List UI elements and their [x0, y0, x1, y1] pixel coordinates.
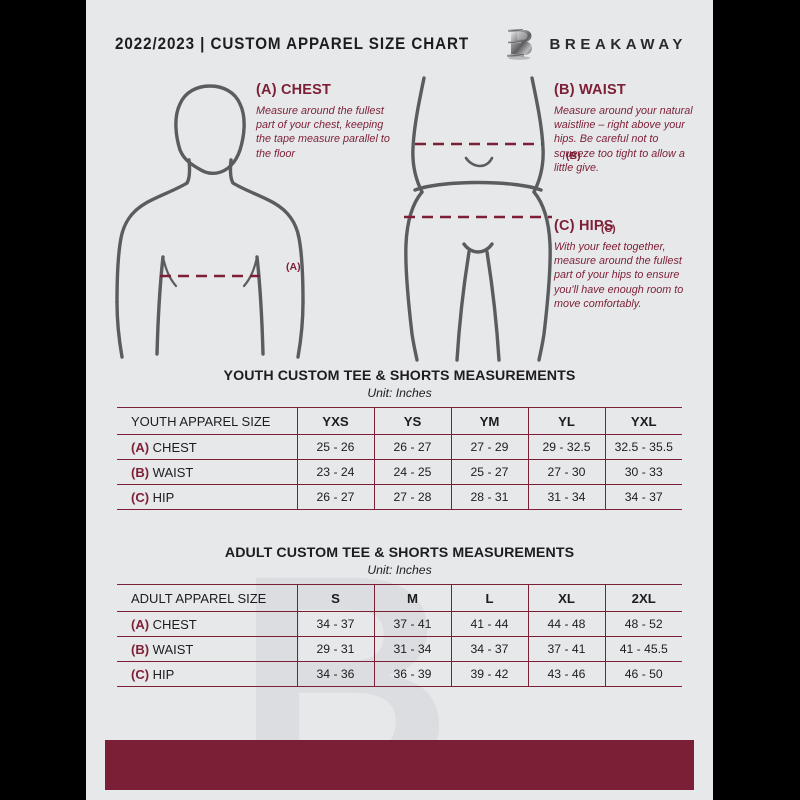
callout-hips: (C) HIPS With your feet together, measur… — [554, 218, 696, 311]
adult-size-table: ADULT APPAREL SIZE S M L XL 2XL (A) CHES… — [117, 584, 682, 687]
adult-chest-l: 41 - 44 — [451, 611, 529, 637]
adult-table-unit: Unit: Inches — [367, 563, 432, 577]
youth-hip-ym: 28 - 31 — [451, 484, 529, 510]
adult-hip-xl: 43 - 46 — [528, 661, 606, 687]
youth-row-hip-label: (C) HIP — [117, 484, 298, 510]
callout-hips-body: With your feet together, measure around … — [554, 241, 684, 310]
callout-waist-body: Measure around your natural waistline – … — [554, 105, 693, 174]
adult-size-label: ADULT APPAREL SIZE — [117, 584, 298, 612]
row-tag-c: (C) — [131, 489, 150, 505]
adult-size-col-4: 2XL — [605, 584, 682, 612]
table-row: (B) WAIST 23 - 24 24 - 25 25 - 27 27 - 3… — [117, 459, 682, 485]
callout-chest: (A) CHEST Measure around the fullest par… — [256, 82, 396, 161]
table-row: (B) WAIST 29 - 31 31 - 34 34 - 37 37 - 4… — [117, 636, 682, 662]
footer-accent-bar — [105, 740, 694, 790]
youth-chest-yl: 29 - 32.5 — [528, 434, 606, 460]
callout-hips-heading: (C) HIPS — [554, 218, 614, 234]
adult-row-chest-label: (A) CHEST — [117, 611, 298, 637]
youth-size-section: YOUTH CUSTOM TEE & SHORTS MEASUREMENTS U… — [86, 368, 713, 510]
adult-hip-2xl: 46 - 50 — [605, 661, 682, 687]
youth-chest-ys: 26 - 27 — [374, 434, 452, 460]
brand-lockup: BREAKAWAY — [505, 26, 687, 62]
adult-chest-m: 37 - 41 — [374, 611, 452, 637]
youth-table-unit: Unit: Inches — [367, 386, 432, 400]
table-header-row: YOUTH APPAREL SIZE YXS YS YM YL YXL — [117, 407, 682, 435]
table-row: (C) HIP 34 - 36 36 - 39 39 - 42 43 - 46 … — [117, 661, 682, 687]
measurement-illustrations: (A) (B) (C) (A) CHEST Measure around the… — [86, 72, 713, 362]
row-name-waist: WAIST — [152, 464, 194, 480]
youth-waist-ym: 25 - 27 — [451, 459, 529, 485]
adult-table-title: ADULT CUSTOM TEE & SHORTS MEASUREMENTS — [224, 545, 575, 561]
adult-hip-m: 36 - 39 — [374, 661, 452, 687]
page-title: 2022/2023 | CUSTOM APPAREL SIZE CHART — [115, 34, 470, 53]
youth-chest-yxl: 32.5 - 35.5 — [605, 434, 682, 460]
youth-hip-yxs: 26 - 27 — [297, 484, 375, 510]
youth-row-waist-label: (B) WAIST — [117, 459, 298, 485]
row-tag-b: (B) — [131, 641, 150, 657]
hips-dim-label: (C) — [601, 223, 616, 235]
adult-hip-l: 39 - 42 — [451, 661, 529, 687]
adult-size-col-1: M — [374, 584, 452, 612]
adult-waist-l: 34 - 37 — [451, 636, 529, 662]
navel-mark-icon — [464, 156, 494, 168]
adult-size-col-0: S — [297, 584, 375, 612]
youth-size-col-2: YM — [451, 407, 529, 435]
front-torso-outline-icon — [115, 84, 305, 359]
row-tag-a: (A) — [131, 616, 150, 632]
adult-chest-xl: 44 - 48 — [528, 611, 606, 637]
row-name-chest: CHEST — [152, 439, 197, 455]
youth-size-col-1: YS — [374, 407, 452, 435]
adult-hip-s: 34 - 36 — [297, 661, 375, 687]
row-tag-c: (C) — [131, 666, 150, 682]
callout-waist-heading: (B) WAIST — [554, 82, 626, 98]
youth-waist-yxl: 30 - 33 — [605, 459, 682, 485]
youth-table-title: YOUTH CUSTOM TEE & SHORTS MEASUREMENTS — [223, 368, 576, 384]
youth-waist-yxs: 23 - 24 — [297, 459, 375, 485]
lower-body-outline-icon — [404, 76, 552, 362]
chest-dim-label: (A) — [286, 261, 301, 273]
brand-wordmark: BREAKAWAY — [549, 35, 687, 53]
table-row: (C) HIP 26 - 27 27 - 28 28 - 31 31 - 34 … — [117, 484, 682, 510]
youth-size-label: YOUTH APPAREL SIZE — [117, 407, 298, 435]
callout-chest-body: Measure around the fullest part of your … — [256, 105, 390, 160]
table-row: (A) CHEST 34 - 37 37 - 41 41 - 44 44 - 4… — [117, 611, 682, 637]
adult-waist-2xl: 41 - 45.5 — [605, 636, 682, 662]
adult-size-section: ADULT CUSTOM TEE & SHORTS MEASUREMENTS U… — [86, 545, 713, 687]
youth-size-col-4: YXL — [605, 407, 682, 435]
row-tag-b: (B) — [131, 464, 150, 480]
adult-row-hip-label: (C) HIP — [117, 661, 298, 687]
youth-hip-yl: 31 - 34 — [528, 484, 606, 510]
youth-hip-ys: 27 - 28 — [374, 484, 452, 510]
adult-waist-s: 29 - 31 — [297, 636, 375, 662]
page-sheet: B 2022/2023 | CUSTOM APPAREL SIZE CHART — [86, 0, 713, 800]
adult-size-col-3: XL — [528, 584, 606, 612]
waist-dim-label: (B) — [566, 150, 581, 162]
youth-size-table: YOUTH APPAREL SIZE YXS YS YM YL YXL (A) … — [117, 407, 682, 510]
youth-chest-ym: 27 - 29 — [451, 434, 529, 460]
youth-hip-yxl: 34 - 37 — [605, 484, 682, 510]
youth-row-chest-label: (A) CHEST — [117, 434, 298, 460]
callout-chest-heading: (A) CHEST — [256, 82, 332, 98]
row-name-hip: HIP — [152, 666, 175, 682]
table-row: (A) CHEST 25 - 26 26 - 27 27 - 29 29 - 3… — [117, 434, 682, 460]
callout-waist: (B) WAIST Measure around your natural wa… — [554, 82, 696, 175]
youth-size-col-3: YL — [528, 407, 606, 435]
adult-chest-2xl: 48 - 52 — [605, 611, 682, 637]
row-name-hip: HIP — [152, 489, 175, 505]
adult-row-waist-label: (B) WAIST — [117, 636, 298, 662]
youth-waist-yl: 27 - 30 — [528, 459, 606, 485]
breakaway-b-logo-icon — [507, 29, 533, 60]
row-tag-a: (A) — [131, 439, 150, 455]
adult-chest-s: 34 - 37 — [297, 611, 375, 637]
adult-waist-m: 31 - 34 — [374, 636, 452, 662]
adult-size-col-2: L — [451, 584, 529, 612]
row-name-waist: WAIST — [152, 641, 194, 657]
adult-waist-xl: 37 - 41 — [528, 636, 606, 662]
page-header: 2022/2023 | CUSTOM APPAREL SIZE CHART — [86, 26, 713, 62]
youth-waist-ys: 24 - 25 — [374, 459, 452, 485]
youth-size-col-0: YXS — [297, 407, 375, 435]
row-name-chest: CHEST — [152, 616, 197, 632]
youth-chest-yxs: 25 - 26 — [297, 434, 375, 460]
table-header-row: ADULT APPAREL SIZE S M L XL 2XL — [117, 584, 682, 612]
